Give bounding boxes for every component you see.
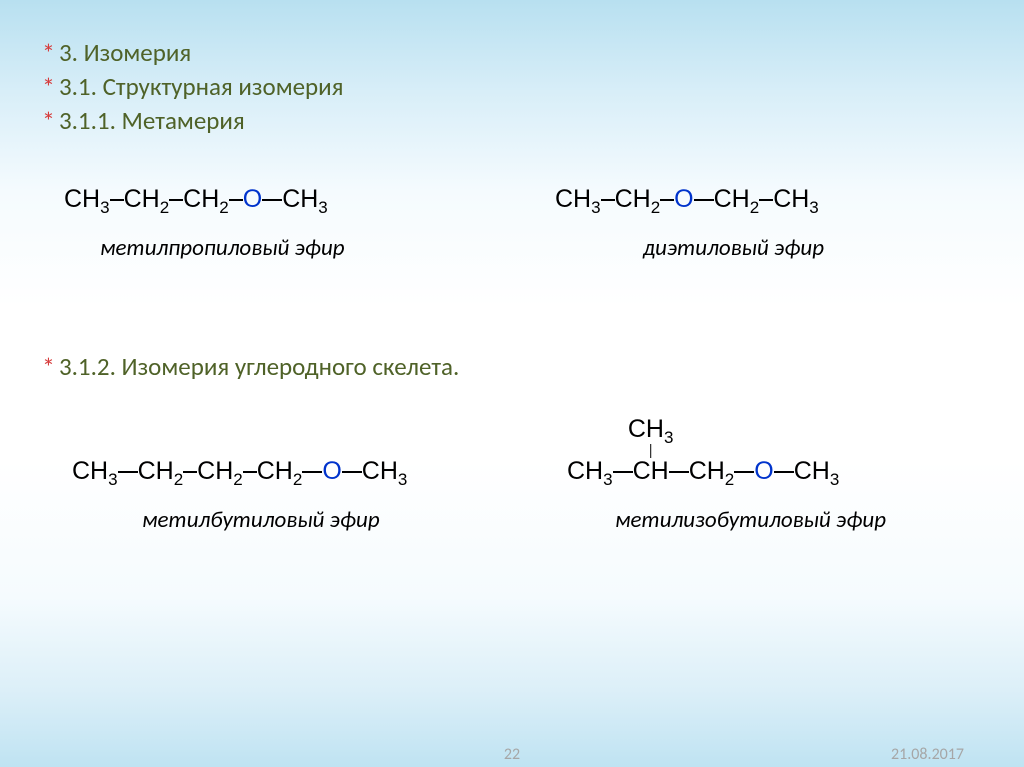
formula-methylpropyl-ether: CH3 CH2 CH2 O CH3: [64, 180, 523, 212]
heading-section-3-1-2: * 3.1.2. Изомерия углеродного скелета.: [42, 352, 982, 382]
compound-a: CH3 CH2 CH2 O CH3 метилпропиловый эфир: [64, 180, 523, 262]
heading-3-1: 3.1. Структурная изомерия: [59, 72, 344, 102]
caption-c: метилбутиловый эфир: [72, 506, 527, 534]
heading-section-3-1: * 3.1. Структурная изомерия: [42, 72, 982, 102]
caption-a: метилпропиловый эфир: [64, 234, 523, 262]
bullet-icon: *: [42, 38, 55, 68]
metamerism-row: CH3 CH2 CH2 O CH3 метилпропиловый эфир C…: [42, 180, 982, 262]
page-number: 22: [504, 745, 520, 764]
caption-b: диэтиловый эфир: [555, 234, 982, 262]
formula-methylisobutyl-ether: CH3 CH3 CH CH2 O CH3: [567, 452, 982, 484]
skeleton-isomerism-row: CH3 CH2 CH2 CH2 O CH3 метилбутиловый эфи…: [42, 420, 982, 534]
heading-3-1-1: 3.1.1. Метамерия: [59, 106, 245, 136]
heading-3-1-2: 3.1.2. Изомерия углеродного скелета.: [59, 352, 459, 382]
bullet-icon: *: [42, 72, 55, 102]
branch-ch3: CH3: [628, 417, 674, 458]
bullet-icon: *: [42, 106, 55, 136]
formula-diethyl-ether: CH3 CH2 O CH2 CH3: [555, 180, 982, 212]
compound-c: CH3 CH2 CH2 CH2 O CH3 метилбутиловый эфи…: [72, 420, 527, 534]
caption-d: метилизобутиловый эфир: [567, 506, 982, 534]
slide-date: 21.08.2017: [891, 745, 964, 764]
heading-3: 3. Изомерия: [59, 38, 191, 68]
bullet-icon: *: [42, 352, 55, 382]
heading-section-3-1-1: * 3.1.1. Метамерия: [42, 106, 982, 136]
formula-methylbutyl-ether: CH3 CH2 CH2 CH2 O CH3: [72, 452, 527, 484]
compound-d: CH3 CH3 CH CH2 O CH3 метилизобутиловый э…: [527, 420, 982, 534]
heading-section-3: * 3. Изомерия: [42, 38, 982, 68]
compound-b: CH3 CH2 O CH2 CH3 диэтиловый эфир: [523, 180, 982, 262]
